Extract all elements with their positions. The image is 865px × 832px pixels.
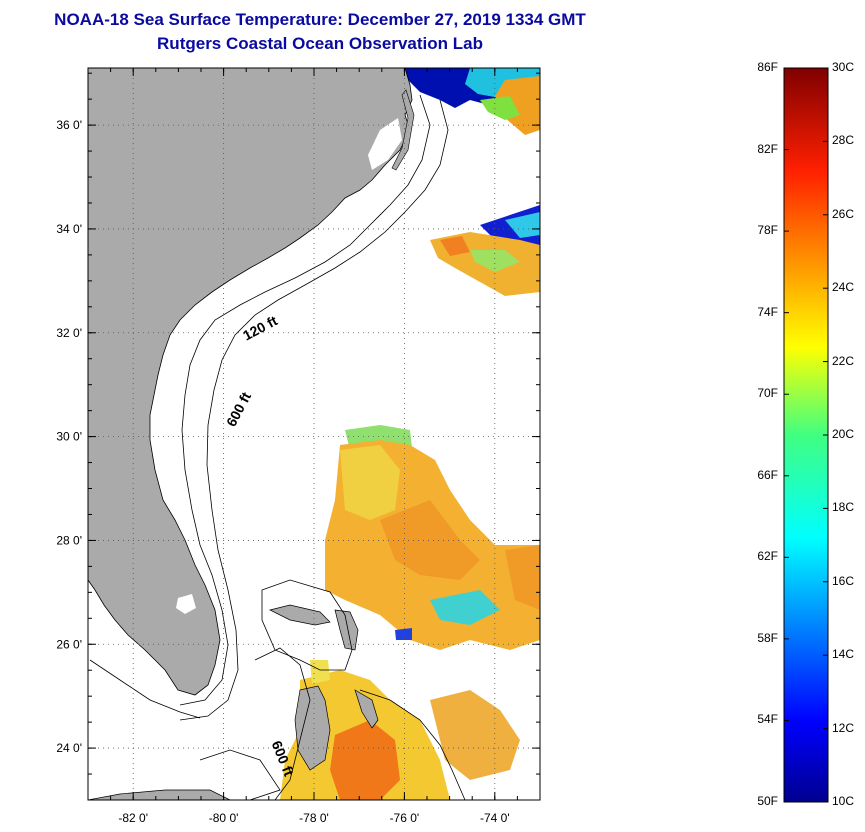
- colorbar-label-c: 16C: [832, 573, 855, 588]
- colorbar-label-f: 58F: [757, 630, 778, 645]
- sst-patch-east-orange: [505, 545, 540, 610]
- sst-patch-34n-orange: [440, 236, 470, 256]
- colorbar-label-c: 26C: [832, 206, 855, 221]
- lon-tick-label: -82 0': [118, 811, 148, 825]
- lat-lon-grid: [88, 68, 540, 800]
- lat-tick-label: 30 0': [56, 430, 82, 444]
- isobath-120ft: [179, 94, 431, 706]
- sst-patch-34n-cyan: [505, 212, 540, 238]
- sst-patch-south-yellow2: [310, 660, 330, 684]
- isobath-cuba: [199, 749, 281, 800]
- colorbar-label-f: 78F: [757, 223, 778, 238]
- colorbar-label-c: 30C: [832, 60, 855, 74]
- isobath-bahamas-south: [254, 647, 311, 800]
- sst-patch-ne-cyan: [465, 68, 540, 98]
- chart-title: NOAA-18 Sea Surface Temperature: Decembe…: [54, 10, 586, 29]
- colorbar-label-f: 82F: [757, 141, 778, 156]
- grand-bahama: [268, 604, 331, 626]
- pamlico-sound: [368, 118, 402, 170]
- sst-patch-central-cyan: [430, 590, 500, 625]
- lat-tick-label: 36 0': [56, 118, 82, 132]
- outer-banks: [391, 89, 415, 171]
- isobath-florida-keys: [89, 659, 201, 719]
- colorbar-label-c: 28C: [832, 133, 855, 148]
- colorbar-label-c: 10C: [832, 794, 855, 808]
- colorbar-label-f: 50F: [757, 794, 778, 808]
- colorbar-label-c: 12C: [832, 720, 855, 735]
- axis-ticks: [87, 68, 541, 801]
- axis-tick-labels: 36 0' 34 0' 32 0' 30 0' 28 0' 26 0' 24 0' -82 0…: [56, 118, 509, 825]
- lake-okeechobee: [176, 594, 196, 614]
- eleuthera: [354, 689, 379, 729]
- sst-patch-34n-green: [470, 250, 520, 272]
- colorbar-label-f: 86F: [757, 60, 778, 74]
- colorbar-label-c: 20C: [832, 427, 855, 441]
- colorbar: [783, 67, 829, 803]
- sst-patch-central-blue: [395, 628, 412, 640]
- sst-patch-ne-warm: [495, 76, 540, 135]
- andros-island: [294, 685, 331, 771]
- sst-patch-central-orange: [380, 500, 480, 580]
- lon-tick-label: -74 0': [480, 811, 510, 825]
- lon-tick-label: -80 0': [209, 811, 239, 825]
- colorbar-label-f: 66F: [757, 467, 778, 482]
- cuba-coast: [88, 789, 231, 800]
- colorbar-label-f: 54F: [757, 712, 778, 727]
- chart-subtitle: Rutgers Coastal Ocean Observation Lab: [157, 34, 483, 53]
- isobath-lines: [89, 94, 466, 800]
- lat-tick-label: 24 0': [56, 741, 82, 755]
- sst-patch-ne-green: [480, 96, 520, 120]
- isobath-exumas: [359, 689, 466, 800]
- lat-tick-label: 26 0': [56, 637, 82, 651]
- colorbar-label-c: 14C: [832, 647, 855, 662]
- lat-tick-label: 34 0': [56, 222, 82, 236]
- isobath-600ft: [179, 99, 449, 721]
- colorbar-label-f: 70F: [757, 386, 778, 401]
- colorbar-label-c: 18C: [832, 500, 855, 515]
- lat-tick-label: 32 0': [56, 326, 82, 340]
- lon-tick-label: -78 0': [299, 811, 329, 825]
- colorbar-ticks: [784, 67, 828, 803]
- land-layer: [88, 68, 415, 800]
- sst-patch-south-orange: [330, 720, 400, 800]
- isobath-bahamas-outer: [261, 579, 353, 671]
- colorbar-label-f: 74F: [757, 304, 778, 319]
- abaco: [334, 609, 359, 651]
- sst-patch-south-east: [430, 690, 520, 780]
- lon-tick-label: -76 0': [390, 811, 420, 825]
- us-mainland: [88, 68, 413, 696]
- sst-patch-central-yellow: [340, 445, 400, 520]
- lat-tick-label: 28 0': [56, 533, 82, 547]
- colorbar-label-c: 24C: [832, 280, 855, 295]
- colorbar-label-f: 62F: [757, 549, 778, 564]
- colorbar-label-c: 22C: [832, 353, 855, 368]
